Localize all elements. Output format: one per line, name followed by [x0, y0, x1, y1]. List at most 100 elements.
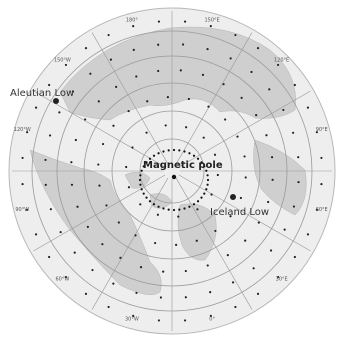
pole-ring-point — [167, 208, 170, 211]
grid-point — [183, 20, 187, 23]
pole-ring-point — [140, 169, 143, 172]
grid-point — [107, 33, 110, 37]
grid-point — [44, 183, 47, 186]
pole-ring-point — [188, 205, 191, 208]
longitude-tick-label: 60°W — [55, 277, 69, 283]
grid-point — [239, 196, 243, 200]
grid-point — [101, 243, 104, 246]
pole-ring-point — [157, 152, 160, 155]
grid-point — [276, 275, 280, 279]
grid-point — [271, 178, 274, 181]
meridian-line — [33, 174, 166, 252]
pole-ring-point — [162, 207, 165, 210]
pole-ring-point — [188, 152, 191, 155]
grid-point — [187, 97, 190, 101]
grid-point — [157, 43, 160, 46]
grid-point — [112, 282, 115, 285]
magnetic-pole-ring — [138, 148, 210, 212]
grid-point — [181, 43, 185, 46]
grid-point — [236, 135, 239, 138]
grid-point — [320, 156, 323, 160]
grid-point — [320, 182, 323, 186]
grid-point — [177, 215, 180, 218]
grid-point — [250, 70, 253, 74]
meridian-line — [178, 174, 311, 252]
meridian-line — [175, 177, 253, 310]
pole-ring-point — [162, 150, 165, 153]
iceland-low-label: Iceland Low — [210, 207, 269, 218]
grid-point — [216, 173, 219, 177]
land-europe — [253, 139, 307, 216]
grid-point — [244, 176, 247, 179]
grid-point — [224, 118, 227, 121]
grid-point — [21, 182, 24, 186]
grid-point — [71, 90, 75, 93]
grid-point — [97, 100, 100, 103]
grid-point — [209, 291, 212, 294]
grid-point — [234, 33, 237, 37]
grid-point — [131, 146, 134, 149]
grid-point — [206, 47, 209, 51]
grid-point — [154, 241, 157, 245]
pole-ring-point — [139, 174, 142, 177]
longitude-tick-label: 0° — [209, 317, 215, 323]
grid-point — [44, 158, 47, 162]
grid-point — [84, 292, 88, 295]
land-islands-1 — [124, 171, 151, 189]
grid-point — [195, 239, 198, 242]
land-russia — [59, 26, 296, 121]
grid-point — [132, 48, 135, 51]
grid-point — [145, 131, 148, 134]
grid-point — [292, 205, 296, 208]
grid-point — [214, 229, 217, 233]
pole-ring-point — [139, 183, 142, 186]
grid-point — [34, 106, 38, 109]
grid-point — [297, 156, 300, 159]
grid-point — [21, 156, 24, 160]
grid-point — [201, 73, 205, 76]
longitude-tick-label: 180° — [126, 17, 139, 23]
pole-ring-point — [145, 161, 148, 164]
grid-point — [282, 108, 285, 112]
grid-point — [157, 319, 161, 322]
grid-point — [59, 230, 62, 234]
pole-ring-point — [196, 200, 200, 203]
grid-point — [315, 208, 318, 211]
pole-ring-point — [206, 178, 210, 182]
grid-point — [196, 208, 199, 211]
pole-ring-point — [200, 196, 203, 199]
grid-point — [234, 305, 237, 309]
grid-point — [243, 155, 246, 158]
pole-ring-point — [148, 157, 152, 160]
grid-point — [105, 204, 108, 207]
land-greenland — [177, 203, 217, 261]
meridian-line — [91, 177, 169, 310]
iceland-low-marker — [230, 194, 236, 200]
grid-point — [256, 292, 260, 295]
longitude-tick-label: 90°E — [316, 127, 328, 133]
pole-ring-point — [172, 148, 176, 152]
pole-ring-point — [178, 208, 181, 211]
grid-point — [70, 183, 74, 186]
grid-point — [34, 233, 38, 236]
grid-point — [86, 225, 89, 228]
pole-ring-point — [206, 183, 209, 186]
grid-point — [244, 239, 247, 242]
grid-point — [240, 96, 243, 99]
longitude-tick-label: 120°W — [14, 127, 31, 133]
pole-ring-point — [145, 196, 148, 199]
grid-point — [134, 234, 137, 237]
grid-point — [135, 291, 138, 295]
aleutian-low-label: Aleutian Low — [10, 88, 74, 99]
grid-point — [315, 131, 318, 134]
grid-point — [293, 83, 296, 87]
grid-point — [162, 270, 165, 273]
meridian-line — [175, 32, 253, 165]
grid-point — [157, 69, 160, 73]
grid-point — [70, 161, 73, 164]
pole-ring-point — [183, 150, 186, 153]
grid-point — [166, 96, 169, 99]
grid-point — [76, 205, 79, 208]
pole-ring-point — [205, 169, 208, 172]
grid-point — [229, 57, 232, 60]
